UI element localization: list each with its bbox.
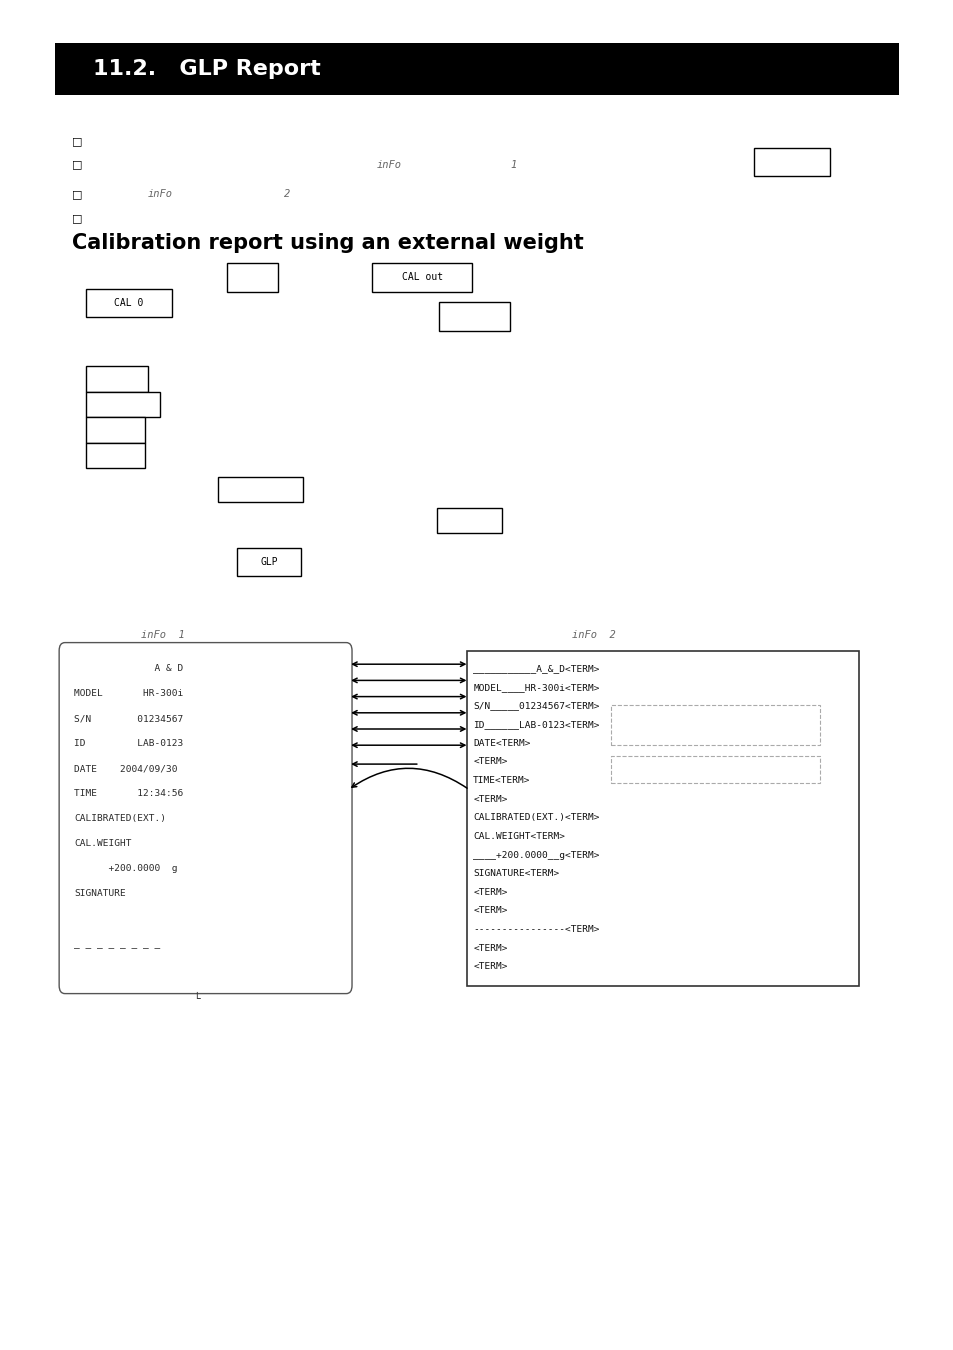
Text: GLP: GLP	[260, 558, 277, 567]
Text: ____+200.0000__g<TERM>: ____+200.0000__g<TERM>	[473, 850, 599, 860]
Bar	[438, 302, 510, 331]
Text: +200.0000  g: +200.0000 g	[74, 864, 177, 873]
Bar	[55, 43, 898, 95]
Bar	[436, 508, 501, 533]
Text: _ _ _ _ _ _ _ _: _ _ _ _ _ _ _ _	[74, 940, 160, 948]
Bar	[86, 366, 148, 392]
Text: CAL 0: CAL 0	[114, 298, 143, 308]
Text: <TERM>: <TERM>	[473, 963, 507, 971]
Text: ----------------<TERM>: ----------------<TERM>	[473, 925, 599, 934]
Text: DATE<TERM>: DATE<TERM>	[473, 738, 530, 748]
Text: <TERM>: <TERM>	[473, 944, 507, 953]
Text: SIGNATURE: SIGNATURE	[74, 888, 126, 898]
Text: inFo: inFo	[376, 159, 401, 170]
Text: ___________A_&_D<TERM>: ___________A_&_D<TERM>	[473, 664, 599, 674]
Text: inFo  2: inFo 2	[572, 629, 616, 640]
Text: A & D: A & D	[74, 664, 184, 674]
Text: CAL.WEIGHT: CAL.WEIGHT	[74, 838, 132, 848]
Bar	[610, 756, 820, 783]
Text: SIGNATURE<TERM>: SIGNATURE<TERM>	[473, 869, 558, 878]
Bar	[86, 392, 160, 417]
Bar	[86, 289, 172, 317]
Bar	[86, 417, 145, 443]
Text: MODEL____HR-300i<TERM>: MODEL____HR-300i<TERM>	[473, 683, 599, 691]
Text: DATE    2004/09/30: DATE 2004/09/30	[74, 764, 177, 774]
Text: 11.2.   GLP Report: 11.2. GLP Report	[93, 59, 321, 78]
Bar	[227, 263, 277, 292]
Text: <TERM>: <TERM>	[473, 795, 507, 803]
Text: inFo: inFo	[148, 189, 172, 200]
Text: <TERM>: <TERM>	[473, 757, 507, 767]
Bar	[372, 263, 472, 292]
Text: CAL.WEIGHT<TERM>: CAL.WEIGHT<TERM>	[473, 832, 564, 841]
Bar	[86, 443, 145, 468]
Bar	[467, 651, 858, 986]
Text: Calibration report using an external weight: Calibration report using an external wei…	[71, 234, 582, 252]
Text: <TERM>: <TERM>	[473, 888, 507, 896]
Text: □: □	[71, 159, 82, 170]
Text: □: □	[71, 213, 82, 224]
Text: S/N        01234567: S/N 01234567	[74, 714, 184, 724]
Text: 1: 1	[510, 159, 517, 170]
Text: └: └	[193, 994, 199, 1003]
Text: CALIBRATED(EXT.): CALIBRATED(EXT.)	[74, 814, 166, 824]
Text: S/N_____01234567<TERM>: S/N_____01234567<TERM>	[473, 702, 599, 710]
Bar	[753, 148, 829, 176]
Text: 2: 2	[284, 189, 291, 200]
FancyBboxPatch shape	[59, 643, 352, 994]
Text: □: □	[71, 189, 82, 200]
Text: CALIBRATED(EXT.)<TERM>: CALIBRATED(EXT.)<TERM>	[473, 813, 599, 822]
Text: ID______LAB-0123<TERM>: ID______LAB-0123<TERM>	[473, 720, 599, 729]
Bar	[217, 477, 303, 502]
Text: <TERM>: <TERM>	[473, 906, 507, 915]
Bar	[236, 548, 301, 576]
Text: CAL out: CAL out	[401, 273, 442, 282]
Text: MODEL       HR-300i: MODEL HR-300i	[74, 690, 184, 698]
Text: TIME<TERM>: TIME<TERM>	[473, 776, 530, 784]
Bar	[610, 705, 820, 745]
Text: □: □	[71, 136, 82, 147]
Text: ID         LAB-0123: ID LAB-0123	[74, 740, 184, 748]
Text: inFo  1: inFo 1	[141, 629, 185, 640]
Text: TIME       12:34:56: TIME 12:34:56	[74, 788, 184, 798]
